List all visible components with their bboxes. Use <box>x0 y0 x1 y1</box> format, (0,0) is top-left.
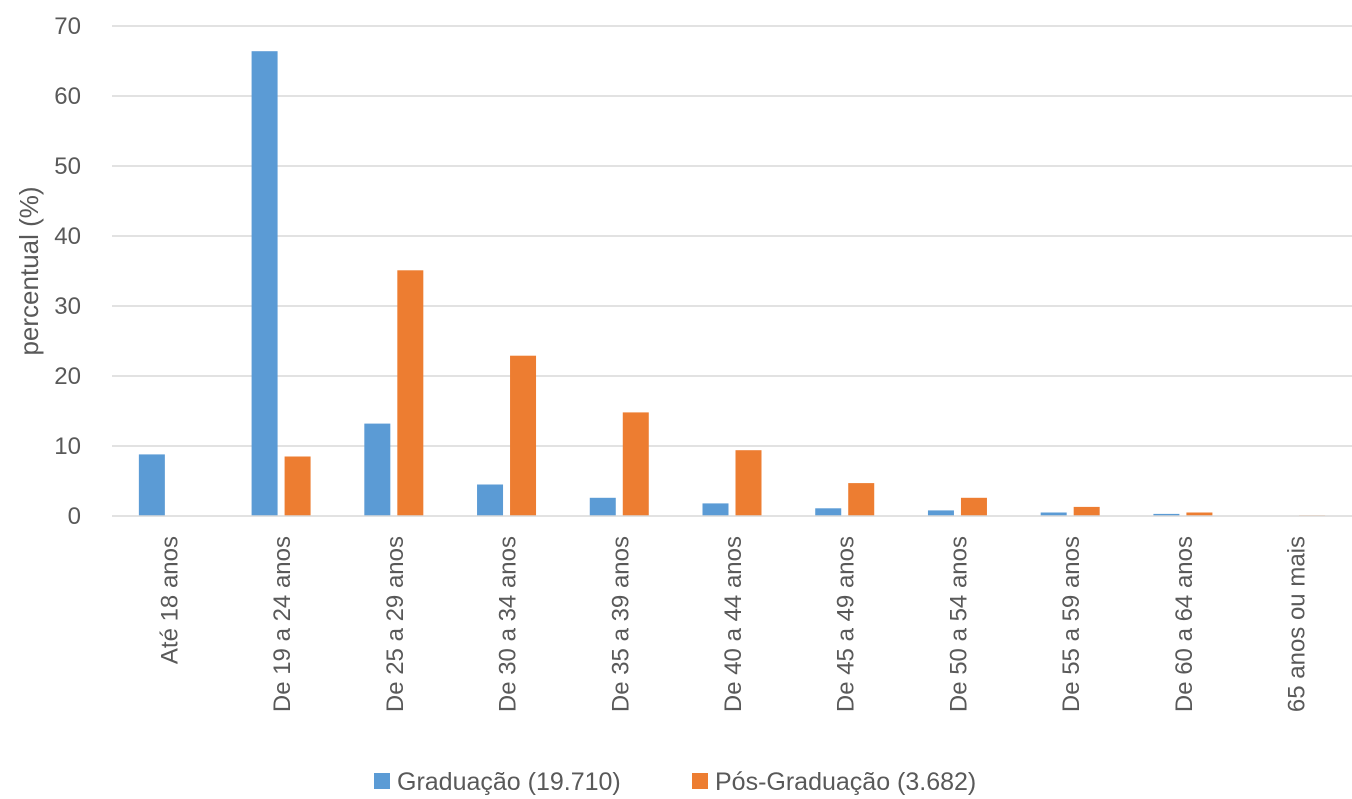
legend: Graduação (19.710) Pós-Graduação (3.682) <box>374 768 976 796</box>
bar-pos-graduacao-8 <box>1073 506 1100 516</box>
y-tick-label: 60 <box>54 83 81 110</box>
y-tick-label: 30 <box>54 293 81 320</box>
y-tick-label: 40 <box>54 223 81 250</box>
legend-label-pos-graduacao: Pós-Graduação (3.682) <box>715 768 976 796</box>
bar-graduacao-1 <box>251 51 278 516</box>
bar-pos-graduacao-7 <box>960 497 987 516</box>
bar-graduacao-8 <box>1040 512 1067 516</box>
y-tick-label: 10 <box>54 433 81 460</box>
bar-graduacao-0 <box>138 454 165 516</box>
bar-graduacao-5 <box>702 503 729 516</box>
y-tick-label: 70 <box>54 13 81 40</box>
bar-graduacao-4 <box>589 497 616 516</box>
y-axis-ticks: 0 10 20 30 40 50 60 70 <box>54 13 81 530</box>
bar-graduacao-6 <box>815 508 842 516</box>
x-tick-label: De 40 a 44 anos <box>720 536 747 712</box>
x-tick-label: De 35 a 39 anos <box>607 536 634 712</box>
bars <box>138 51 1326 516</box>
bar-pos-graduacao-2 <box>397 270 424 516</box>
x-tick-label: De 30 a 34 anos <box>495 536 522 712</box>
legend-swatch-graduacao <box>374 773 390 789</box>
bar-graduacao-3 <box>477 484 504 516</box>
x-tick-label: Até 18 anos <box>156 536 183 664</box>
legend-swatch-pos-graduacao <box>692 773 708 789</box>
bar-pos-graduacao-1 <box>284 456 311 516</box>
bar-pos-graduacao-6 <box>848 483 875 516</box>
x-tick-label: De 45 a 49 anos <box>833 536 860 712</box>
x-tick-label: De 55 a 59 anos <box>1058 536 1085 712</box>
legend-label-graduacao: Graduação (19.710) <box>397 768 621 796</box>
bar-pos-graduacao-5 <box>735 450 762 516</box>
x-tick-label: De 60 a 64 anos <box>1171 536 1198 712</box>
y-tick-label: 50 <box>54 153 81 180</box>
bar-pos-graduacao-4 <box>622 412 649 516</box>
x-tick-label: 65 anos ou mais <box>1284 536 1311 712</box>
x-axis-ticks: Até 18 anos De 19 a 24 anos De 25 a 29 ano… <box>156 536 1310 712</box>
y-axis-title: percentual (%) <box>14 186 44 355</box>
bar-pos-graduacao-3 <box>510 355 537 516</box>
x-tick-label: De 50 a 54 anos <box>945 536 972 712</box>
bar-graduacao-9 <box>1153 513 1180 516</box>
y-tick-label: 20 <box>54 363 81 390</box>
x-tick-label: De 25 a 29 anos <box>382 536 409 712</box>
x-tick-label: De 19 a 24 anos <box>269 536 296 712</box>
bar-graduacao-7 <box>927 510 954 516</box>
bar-pos-graduacao-9 <box>1186 512 1213 516</box>
bar-graduacao-2 <box>364 423 391 516</box>
y-tick-label: 0 <box>68 503 81 530</box>
gridlines <box>112 25 1352 447</box>
